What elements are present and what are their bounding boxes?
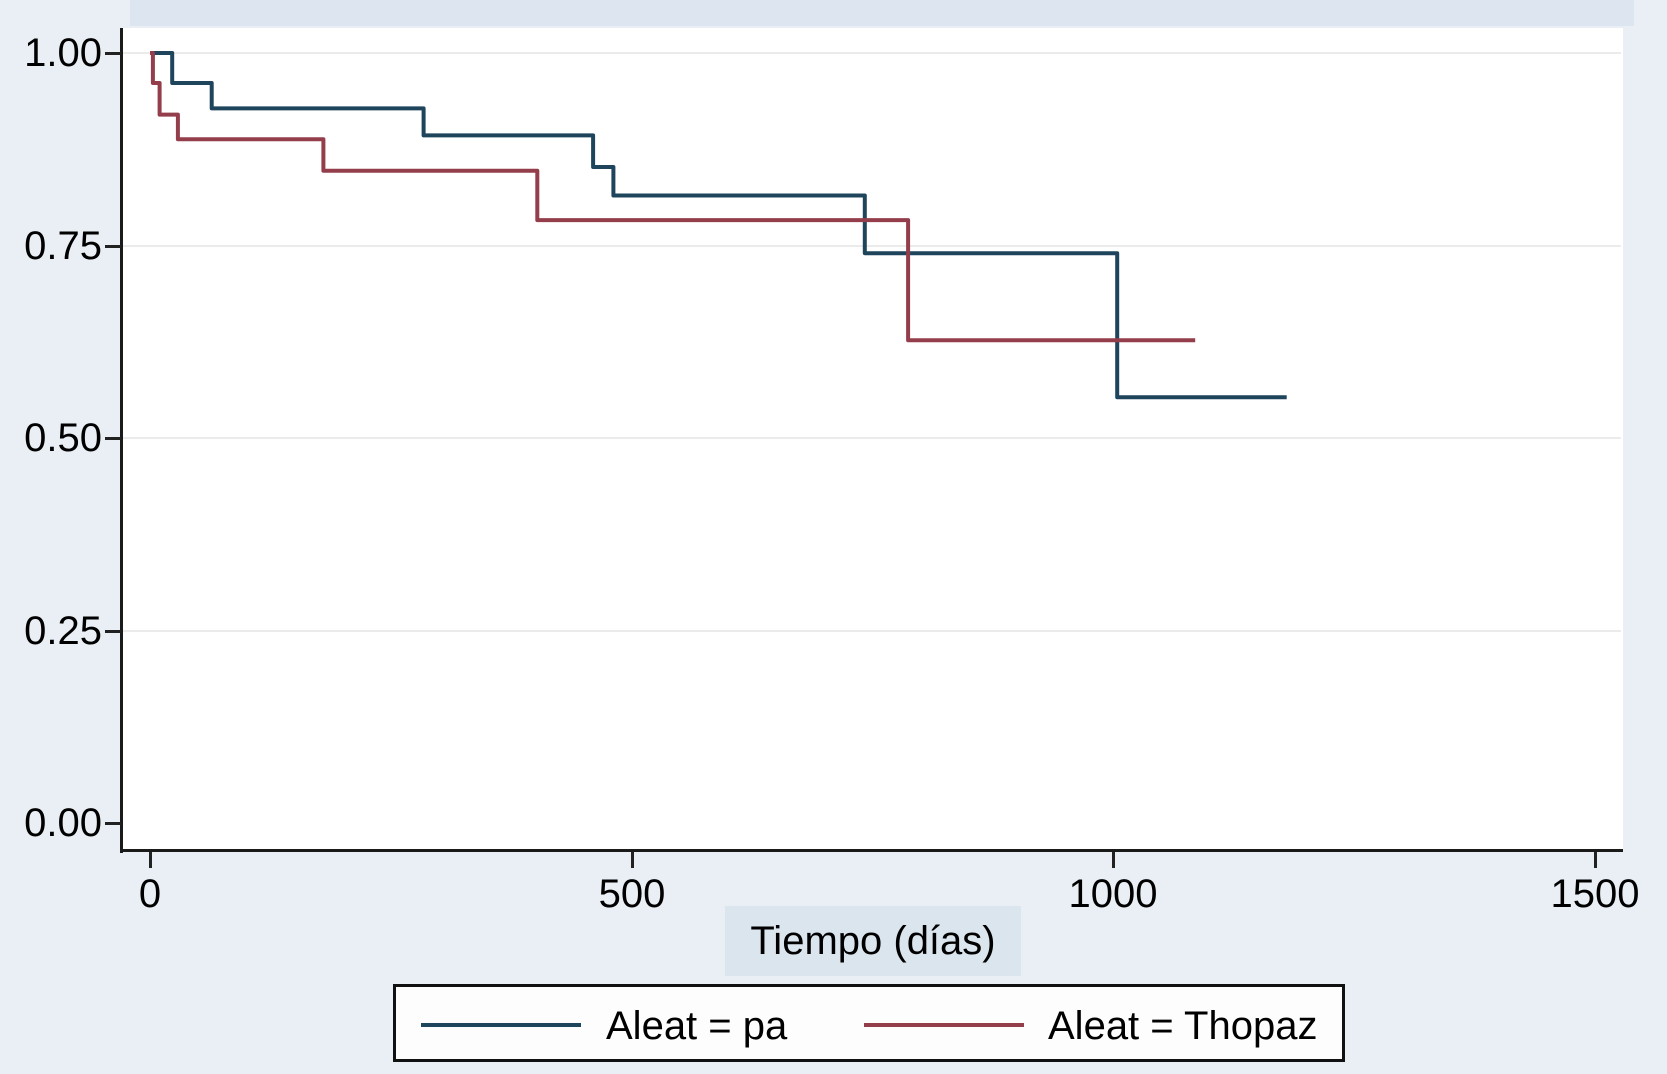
y-tick-label-0.25: 0.25	[24, 609, 102, 653]
legend-swatch-pa-line	[421, 1023, 581, 1027]
curves-layer	[150, 51, 1287, 400]
survival-curve-pa	[150, 51, 1287, 400]
legend-label-pa: Aleat = pa	[606, 1004, 788, 1048]
y-tick-0.00	[105, 822, 121, 825]
y-tick-0.50	[105, 437, 121, 440]
survival-curve-thopaz	[150, 51, 1196, 343]
x-tick-1500	[1594, 852, 1597, 868]
x-tick-1000	[1112, 852, 1115, 868]
y-tick-label-0.50: 0.50	[24, 416, 102, 460]
y-tick-1.00	[105, 52, 121, 55]
x-tick-0	[149, 852, 152, 868]
y-tick-label-0.00: 0.00	[24, 801, 102, 845]
legend-box: Aleat = pa Aleat = Thopaz	[393, 984, 1345, 1062]
y-tick-label-0.75: 0.75	[24, 224, 102, 268]
gridline-0.75	[123, 245, 1621, 247]
x-tick-500	[631, 852, 634, 868]
legend-label-thopaz: Aleat = Thopaz	[1048, 1004, 1318, 1048]
y-tick-0.25	[105, 630, 121, 633]
x-tick-label-1000: 1000	[1068, 872, 1158, 916]
y-tick-0.75	[105, 245, 121, 248]
x-tick-label-1500: 1500	[1550, 872, 1640, 916]
x-axis-label-highlight: Tiempo (días)	[725, 906, 1021, 976]
y-tick-label-1.00: 1.00	[24, 31, 102, 75]
y-axis-line	[120, 28, 123, 853]
x-axis-line	[120, 849, 1623, 852]
gridline-0.25	[123, 630, 1621, 632]
x-axis-label: Tiempo (días)	[750, 918, 996, 963]
plot-area	[122, 28, 1623, 850]
x-tick-label-500: 500	[598, 872, 666, 916]
top-band	[130, 0, 1634, 26]
legend-swatch-thopaz-line	[864, 1023, 1024, 1027]
x-tick-label-0: 0	[138, 872, 162, 916]
gridline-1.00	[123, 52, 1621, 54]
gridline-0.50	[123, 437, 1621, 439]
